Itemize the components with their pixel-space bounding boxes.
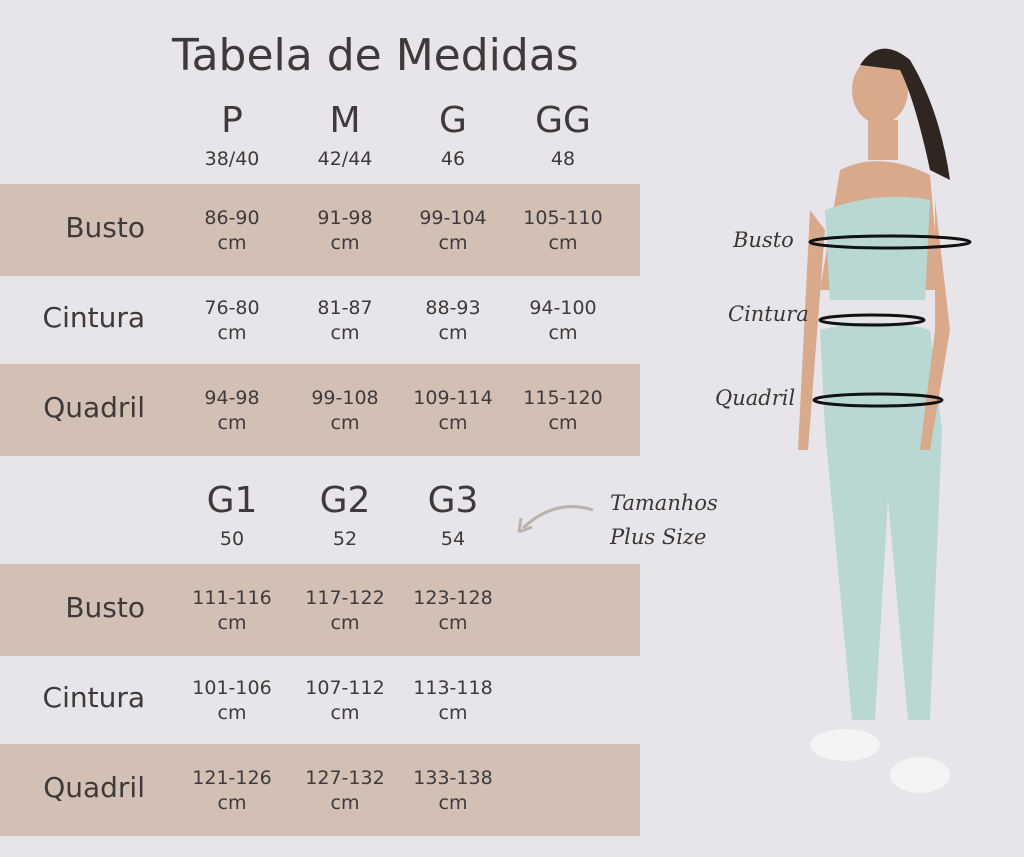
unit-label: cm — [438, 612, 468, 634]
measurement-value: 94-98 — [204, 387, 260, 409]
size-number: 54 — [440, 528, 466, 550]
model-figure — [798, 48, 950, 793]
unit-label: cm — [217, 322, 247, 344]
unit-label: cm — [217, 412, 247, 434]
measurement-value: 94-100 — [529, 297, 597, 319]
row-label: Quadril — [43, 391, 145, 424]
measurement-cell: 113-118 cm — [393, 676, 513, 726]
size-number: 42/44 — [317, 148, 373, 170]
row-band — [0, 184, 640, 276]
measurement-cell: 99-104 cm — [393, 206, 513, 256]
measurement-cell: 99-108 cm — [285, 386, 405, 436]
measurement-value: 81-87 — [317, 297, 373, 319]
row-band — [0, 364, 640, 456]
row-band — [0, 564, 640, 656]
figure-label-cintura: Cintura — [728, 302, 809, 326]
measurement-cell: 91-98 cm — [285, 206, 405, 256]
size-label: G3 — [427, 480, 479, 521]
size-label: G — [439, 100, 467, 141]
unit-label: cm — [548, 412, 578, 434]
measurement-cell: 123-128 cm — [393, 586, 513, 636]
row-label: Busto — [65, 591, 145, 624]
measurement-cell: 111-116 cm — [172, 586, 292, 636]
size-number: 52 — [332, 528, 358, 550]
measurement-cell: 86-90 cm — [172, 206, 292, 256]
measurement-value: 121-126 — [192, 767, 272, 789]
row-label: Cintura — [42, 681, 145, 714]
unit-label: cm — [330, 612, 360, 634]
row-label: Busto — [65, 211, 145, 244]
unit-label: cm — [330, 322, 360, 344]
unit-label: cm — [438, 232, 468, 254]
measurement-value: 101-106 — [192, 677, 272, 699]
unit-label: cm — [217, 612, 247, 634]
plus-size-note: Tamanhos Plus Size — [610, 486, 718, 554]
size-number: 48 — [550, 148, 576, 170]
measurement-cell: 76-80 cm — [172, 296, 292, 346]
measurement-value: 76-80 — [204, 297, 260, 319]
unit-label: cm — [330, 412, 360, 434]
measurement-value: 113-118 — [413, 677, 493, 699]
unit-label: cm — [217, 792, 247, 814]
measurement-lines — [808, 234, 972, 408]
measurement-cell: 105-110 cm — [503, 206, 623, 256]
measurement-value: 127-132 — [305, 767, 385, 789]
measurement-value: 111-116 — [192, 587, 272, 609]
measurement-cell: 107-112 cm — [285, 676, 405, 726]
measurement-cell: 109-114 cm — [393, 386, 513, 436]
plus-note-line2: Plus Size — [610, 525, 707, 549]
plus-note-line1: Tamanhos — [610, 491, 718, 515]
unit-label: cm — [330, 232, 360, 254]
unit-label: cm — [438, 412, 468, 434]
unit-label: cm — [548, 322, 578, 344]
row-band — [0, 744, 640, 836]
size-label: G2 — [319, 480, 371, 521]
measurement-value: 99-104 — [419, 207, 487, 229]
size-label: GG — [535, 100, 591, 141]
measurement-cell: 121-126 cm — [172, 766, 292, 816]
row-label: Quadril — [43, 771, 145, 804]
measurement-value: 88-93 — [425, 297, 481, 319]
figure-label-busto: Busto — [733, 228, 794, 252]
row-label: Cintura — [42, 301, 145, 334]
size-number: 46 — [440, 148, 466, 170]
size-number: 38/40 — [204, 148, 260, 170]
unit-label: cm — [438, 792, 468, 814]
measurement-value: 115-120 — [523, 387, 603, 409]
unit-label: cm — [330, 792, 360, 814]
figure-label-quadril: Quadril — [715, 386, 796, 410]
unit-label: cm — [330, 702, 360, 724]
measurement-cell: 101-106 cm — [172, 676, 292, 726]
measurement-cell: 117-122 cm — [285, 586, 405, 636]
size-label: M — [329, 100, 361, 141]
measurement-value: 117-122 — [305, 587, 385, 609]
measurement-cell: 88-93 cm — [393, 296, 513, 346]
measurement-cell: 127-132 cm — [285, 766, 405, 816]
measurement-cell: 133-138 cm — [393, 766, 513, 816]
size-label: P — [221, 100, 243, 141]
page-title: Tabela de Medidas — [172, 30, 579, 81]
measurement-value: 107-112 — [305, 677, 385, 699]
measurement-value: 109-114 — [413, 387, 493, 409]
measurement-cell: 115-120 cm — [503, 386, 623, 436]
arrow-icon — [517, 505, 594, 534]
unit-label: cm — [548, 232, 578, 254]
measurement-value: 91-98 — [317, 207, 373, 229]
size-label: G1 — [206, 480, 258, 521]
measurement-value: 133-138 — [413, 767, 493, 789]
measurement-cell: 94-98 cm — [172, 386, 292, 436]
measurement-value: 123-128 — [413, 587, 493, 609]
size-number: 50 — [219, 528, 245, 550]
unit-label: cm — [217, 232, 247, 254]
unit-label: cm — [438, 322, 468, 344]
measurement-cell: 94-100 cm — [503, 296, 623, 346]
unit-label: cm — [217, 702, 247, 724]
unit-label: cm — [438, 702, 468, 724]
measurement-cell: 81-87 cm — [285, 296, 405, 346]
measurement-value: 86-90 — [204, 207, 260, 229]
measurement-value: 99-108 — [311, 387, 379, 409]
measurement-value: 105-110 — [523, 207, 603, 229]
